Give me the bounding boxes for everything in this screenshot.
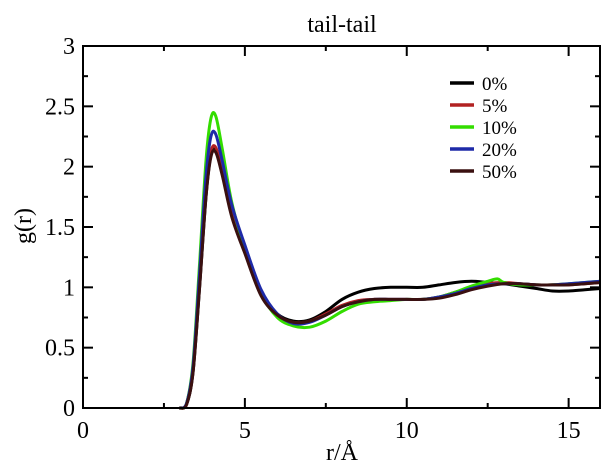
series-line-0 xyxy=(178,146,601,410)
series-line-4 xyxy=(178,148,601,410)
y-tick-label: 0 xyxy=(63,396,75,422)
chart-title: tail-tail xyxy=(307,12,377,38)
plot-frame xyxy=(82,45,601,409)
legend-label: 5% xyxy=(482,96,508,117)
series-line-3 xyxy=(178,129,601,410)
series-line-2 xyxy=(178,111,601,410)
y-tick-label: 1 xyxy=(63,275,75,301)
legend-label: 0% xyxy=(482,74,508,95)
y-tick-label: 3 xyxy=(63,34,75,60)
x-tick-label: 5 xyxy=(239,418,251,444)
axes-layer: 0 5 10 15 0 0.5 1 1.5 2 2.5 3 xyxy=(45,34,601,444)
x-tick-label: 0 xyxy=(77,418,89,444)
x-tick-label: 15 xyxy=(557,418,581,444)
y-tick-label: 2.5 xyxy=(45,94,75,120)
legend-label: 10% xyxy=(482,118,517,139)
y-tick-label: 1.5 xyxy=(45,215,75,241)
y-tick-label: 0.5 xyxy=(45,336,75,362)
x-axis-label: r/Å xyxy=(326,440,359,466)
y-axis-label: g(r) xyxy=(11,208,37,244)
series-line-1 xyxy=(178,144,601,410)
legend: 0%5%10%20%50% xyxy=(450,74,517,183)
series-layer xyxy=(178,111,601,410)
legend-label: 20% xyxy=(482,140,517,161)
legend-label: 50% xyxy=(482,162,517,183)
x-tick-label: 10 xyxy=(395,418,419,444)
y-tick-label: 2 xyxy=(63,155,75,181)
